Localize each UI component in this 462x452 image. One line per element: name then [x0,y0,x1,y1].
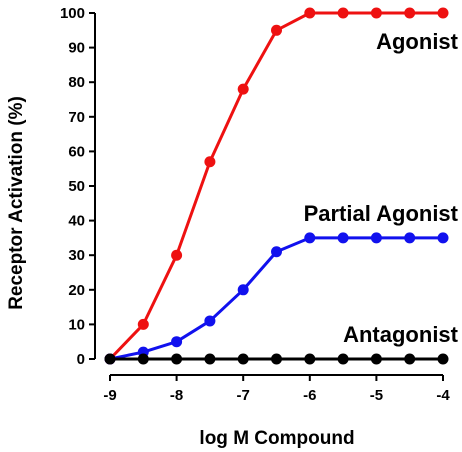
x-axis-title: log M Compound [199,428,354,449]
data-point-agonist [404,7,416,19]
y-tick-label: 80 [68,74,85,91]
data-point-partial-agonist [337,232,349,244]
y-tick-label: 50 [68,178,85,195]
data-point-antagonist [271,353,282,365]
series-line-agonist [108,11,443,361]
data-point-agonist [204,156,216,168]
axes: 0 10 20 30 40 50 60 70 80 90 100 -9 -8 -7 -6 -5 -4 [60,5,450,404]
data-point-partial-agonist [271,246,282,258]
data-point-antagonist [137,353,149,365]
x-tick-label: -8 [170,387,183,404]
x-tick-label: -5 [370,387,383,404]
x-tick-label: -6 [303,387,316,404]
data-point-antagonist [204,353,216,365]
y-tick-label: 30 [68,247,85,264]
series-layer [104,7,449,365]
y-tick-label: 90 [68,40,85,57]
data-point-antagonist [437,353,449,365]
y-tick-label: 20 [68,282,85,299]
data-point-antagonist [104,353,116,365]
series-label-agonist: Agonist [376,29,459,54]
data-point-agonist [237,83,249,95]
y-tick-label: 10 [68,316,85,333]
series-agonist [104,7,449,365]
y-tick-label: 70 [68,109,85,126]
y-tick-label: 60 [68,143,85,160]
data-point-antagonist [304,353,316,365]
data-point-agonist [370,7,382,19]
series-label-antagonist: Antagonist [343,322,459,347]
data-point-agonist [137,318,149,330]
labels: log M Compound Receptor Activation (%) A… [6,29,459,449]
data-point-agonist [437,7,449,19]
data-point-antagonist [171,353,183,365]
data-point-antagonist [370,353,382,365]
x-tick-label: -9 [103,387,116,404]
data-point-partial-agonist [404,232,416,244]
x-tick-label: -7 [237,387,250,404]
data-point-agonist [304,7,316,19]
y-tick-label: 40 [68,213,85,230]
series-label-partial-agonist: Partial Agonist [304,201,459,226]
data-point-agonist [171,249,183,261]
x-tick-label: -4 [436,387,450,404]
data-point-antagonist [337,353,349,365]
data-point-partial-agonist [370,232,382,244]
data-point-partial-agonist [171,336,183,348]
data-point-partial-agonist [237,284,249,296]
data-point-antagonist [237,353,249,365]
series-antagonist [104,353,449,365]
y-tick-label: 0 [77,351,85,368]
y-tick-label: 100 [60,5,85,22]
data-point-partial-agonist [304,232,316,244]
data-point-agonist [337,7,349,19]
data-point-partial-agonist [204,315,216,327]
data-point-partial-agonist [437,232,449,244]
data-point-antagonist [404,353,416,365]
y-axis-title: Receptor Activation (%) [6,96,27,310]
data-point-agonist [271,24,282,36]
